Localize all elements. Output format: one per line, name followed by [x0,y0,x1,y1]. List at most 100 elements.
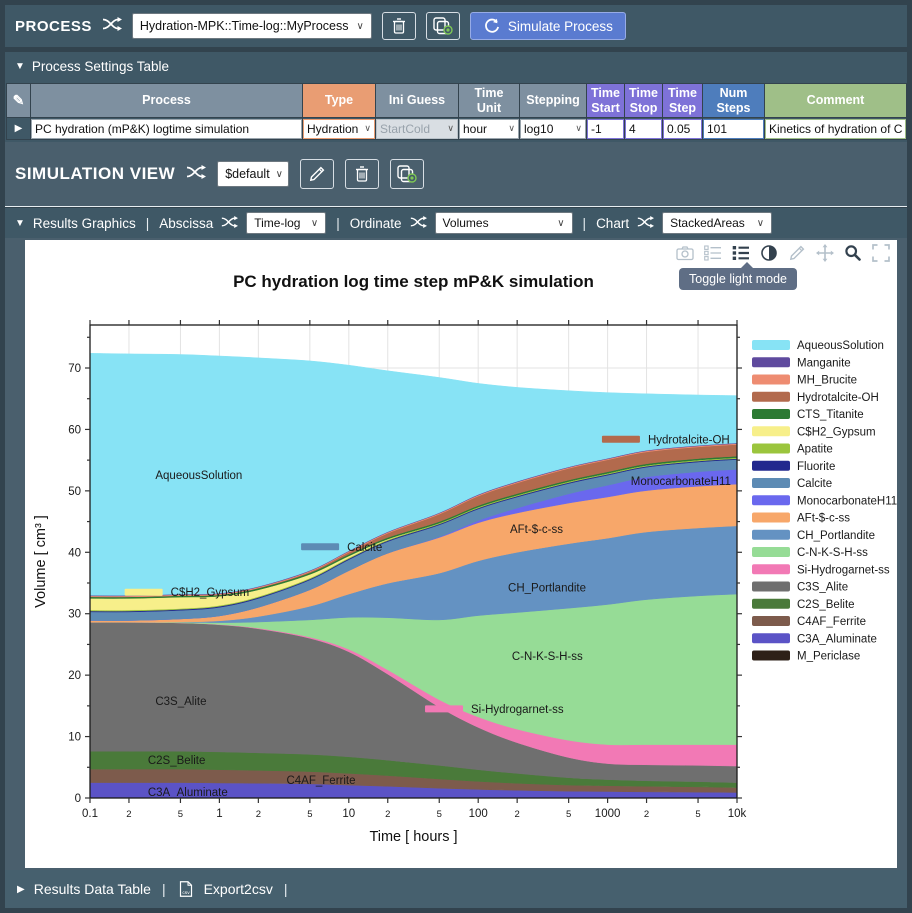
results-data-table-toggle[interactable]: Results Data Table [33,881,151,897]
legend-item-CTS_Titanite[interactable]: CTS_Titanite [752,409,864,421]
results-graphics-label[interactable]: Results Graphics [32,215,136,231]
snapshot-camera-icon[interactable] [676,244,694,262]
ordinate-select[interactable]: Volumes ∨ [434,212,573,234]
legend-toggle-icon[interactable] [732,244,750,262]
process-settings-section-header[interactable]: ▼ Process Settings Table [5,52,907,80]
simulate-process-button[interactable]: Simulate Process [469,12,626,40]
fullscreen-icon[interactable] [872,244,890,262]
legend-item-Fluorite[interactable]: Fluorite [752,460,835,473]
x-tick-label: 5 [437,809,442,820]
col-header-time-stop: Time Stop [624,83,663,118]
x-axis-label: Time [ hours ] [369,829,457,845]
light-mode-toggle-icon[interactable] [760,244,778,262]
legend-item-Si-Hydrogarnet-ss[interactable]: Si-Hydrogarnet-ss [752,564,890,576]
chevron-down-icon: ∨ [447,123,454,133]
process-select[interactable]: Hydration-MPK::Time-log::MyProcess ∨ [131,13,372,39]
edit-view-button[interactable] [300,159,335,189]
x-tick-label: 1 [216,808,222,820]
legend-item-AFt-$-c-ss[interactable]: AFt-$-c-ss [752,512,850,525]
stepping-select[interactable]: log10 ∨ [520,118,586,139]
y-tick-label: 70 [68,363,81,375]
process-settings-table: ✎ Process Type Ini Guess Time Unit Stepp… [6,83,907,140]
results-chart[interactable]: 0.1 2 5 1 2 5 10 2 5 100 2 5 1000 2 5 10k 0 10 20 30 40 50 60 7… [25,240,897,868]
svg-text:Manganite: Manganite [797,357,851,369]
col-header-type: Type [302,83,376,118]
export-csv-button[interactable]: Export2csv [203,881,273,897]
collapse-triangle-icon[interactable]: ▼ [15,217,25,229]
comment-input[interactable] [765,118,906,139]
col-header-comment: Comment [764,83,907,118]
legend-item-C$H2_Gypsum[interactable]: C$H2_Gypsum [752,426,876,438]
annotation-label: Calcite [347,542,382,554]
svg-text:Apatite: Apatite [797,444,833,456]
pan-icon[interactable] [816,244,834,262]
legend-item-Calcite[interactable]: Calcite [752,478,832,490]
shuffle-icon[interactable] [637,216,654,231]
delete-view-button[interactable] [345,159,380,189]
chart-zone: Toggle light mode 0.1 2 5 1 2 5 10 2 5 100 2 5 1000 2… [5,238,907,870]
num-steps-input[interactable] [703,118,764,139]
chevron-down-icon: ∨ [557,217,565,229]
svg-text:AqueousSolution: AqueousSolution [797,340,884,352]
x-tick-label: 5 [307,809,312,820]
legend-item-CH_Portlandite[interactable]: CH_Portlandite [752,529,875,542]
trace-toggles-icon[interactable] [704,244,722,262]
shuffle-icon[interactable] [186,165,206,184]
legend-item-AqueousSolution[interactable]: AqueousSolution [752,340,884,352]
svg-text:C3A_Aluminate: C3A_Aluminate [797,633,877,645]
type-select[interactable]: Hydration ∨ [303,118,375,139]
delete-process-button[interactable] [381,12,416,40]
shuffle-icon[interactable] [410,216,427,231]
y-tick-label: 30 [68,609,81,621]
legend-item-MonocarbonateH11[interactable]: MonocarbonateH11 [752,495,897,507]
expand-triangle-icon[interactable]: ▶ [17,883,25,895]
time-unit-select[interactable]: hour ∨ [459,118,519,139]
run-row-button[interactable]: ▶ [6,117,31,140]
legend-item-Manganite[interactable]: Manganite [752,357,851,369]
legend-item-C-N-K-S-H-ss[interactable]: C-N-K-S-H-ss [752,547,868,559]
ini-guess-select[interactable]: StartCold ∨ [376,118,458,139]
legend-item-C3A_Aluminate[interactable]: C3A_Aluminate [752,633,877,645]
simulate-cycle-icon [483,18,500,35]
abscissa-select[interactable]: Time-log ∨ [246,212,327,234]
csv-file-icon [177,880,195,898]
table-row: ▶ Hydration∨ StartCold∨ hour∨ log10∨ [6,117,907,140]
chevron-down-icon: ∨ [275,168,283,180]
chart-type-select[interactable]: StackedAreas ∨ [662,212,773,234]
simulation-view-bar: SIMULATION VIEW $default ∨ [5,142,907,207]
legend-item-Apatite[interactable]: Apatite [752,443,833,456]
shuffle-icon[interactable] [102,17,122,36]
x-tick-label: 5 [695,809,700,820]
svg-text:Hydrotalcite-OH: Hydrotalcite-OH [797,392,879,404]
annotation-label: MonocarbonateH11 [631,476,731,488]
col-header-process: Process [30,83,303,118]
legend-item-C3S_Alite[interactable]: C3S_Alite [752,581,848,594]
clone-view-button[interactable] [390,159,425,189]
process-name-input[interactable] [31,118,302,139]
svg-text:AFt-$-c-ss: AFt-$-c-ss [797,513,850,525]
shuffle-icon[interactable] [221,216,238,231]
y-tick-label: 50 [68,486,81,498]
time-start-input[interactable] [587,118,624,139]
time-step-input[interactable] [663,118,702,139]
y-axis-label: Volume [ cm³ ] [33,515,49,608]
annotation-label: CH_Portlandite [508,582,586,594]
zoom-icon[interactable] [844,244,862,262]
y-tick-label: 20 [68,670,81,682]
time-stop-input[interactable] [625,118,662,139]
clone-process-button[interactable] [425,12,460,40]
annotation-label: AFt-$-c-ss [510,524,563,536]
edit-chart-icon[interactable] [788,244,806,262]
view-select[interactable]: $default ∨ [217,161,290,187]
legend-item-M_Periclase[interactable]: M_Periclase [752,650,860,663]
legend-item-MH_Brucite[interactable]: MH_Brucite [752,374,857,387]
col-header-time-start: Time Start [586,83,625,118]
legend-item-Hydrotalcite-OH[interactable]: Hydrotalcite-OH [752,391,879,404]
legend-item-C2S_Belite[interactable]: C2S_Belite [752,598,855,611]
y-tick-label: 10 [68,732,81,744]
y-tick-label: 0 [75,793,81,805]
legend-item-C4AF_Ferrite[interactable]: C4AF_Ferrite [752,616,866,628]
svg-text:M_Periclase: M_Periclase [797,651,860,663]
svg-text:C-N-K-S-H-ss: C-N-K-S-H-ss [797,547,868,559]
chart-panel: Toggle light mode 0.1 2 5 1 2 5 10 2 5 100 2 5 1000 2… [25,240,897,868]
